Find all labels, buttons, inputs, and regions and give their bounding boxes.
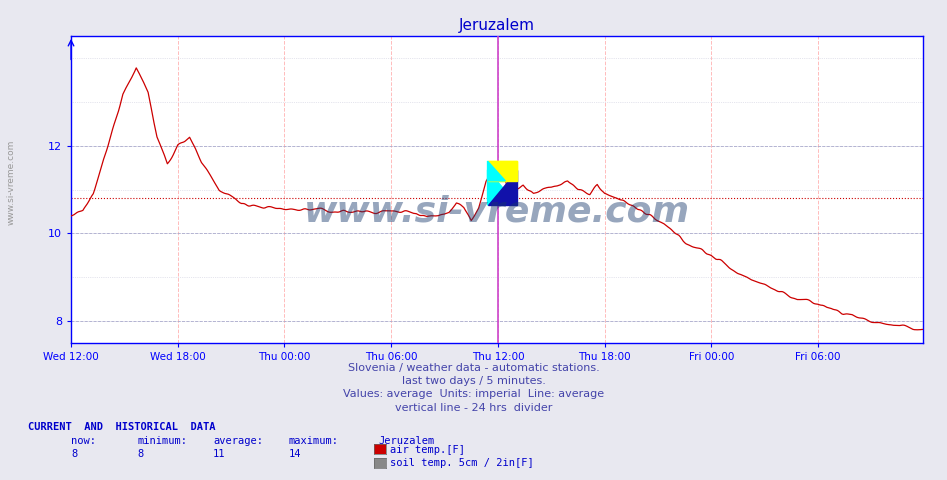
Text: CURRENT  AND  HISTORICAL  DATA: CURRENT AND HISTORICAL DATA — [28, 421, 216, 432]
Text: minimum:: minimum: — [137, 436, 188, 446]
Polygon shape — [488, 161, 506, 181]
Polygon shape — [488, 161, 517, 181]
Text: Values: average  Units: imperial  Line: average: Values: average Units: imperial Line: av… — [343, 389, 604, 399]
Text: soil temp. 5cm / 2in[F]: soil temp. 5cm / 2in[F] — [390, 458, 534, 468]
Text: Slovenia / weather data - automatic stations.: Slovenia / weather data - automatic stat… — [348, 362, 599, 372]
Text: 11: 11 — [213, 449, 225, 459]
Text: 8: 8 — [137, 449, 144, 459]
Polygon shape — [488, 170, 517, 205]
Text: www.si-vreme.com: www.si-vreme.com — [304, 194, 690, 228]
Text: vertical line - 24 hrs  divider: vertical line - 24 hrs divider — [395, 403, 552, 413]
Text: average:: average: — [213, 436, 263, 446]
Text: maximum:: maximum: — [289, 436, 339, 446]
Title: Jeruzalem: Jeruzalem — [459, 18, 535, 34]
Text: www.si-vreme.com: www.si-vreme.com — [7, 140, 16, 225]
Text: now:: now: — [71, 436, 96, 446]
Text: 8: 8 — [71, 449, 78, 459]
Bar — [488, 161, 517, 181]
Polygon shape — [488, 170, 517, 205]
Text: air temp.[F]: air temp.[F] — [390, 445, 465, 455]
Text: Jeruzalem: Jeruzalem — [379, 436, 435, 446]
Text: 14: 14 — [289, 449, 301, 459]
Text: last two days / 5 minutes.: last two days / 5 minutes. — [402, 376, 545, 386]
